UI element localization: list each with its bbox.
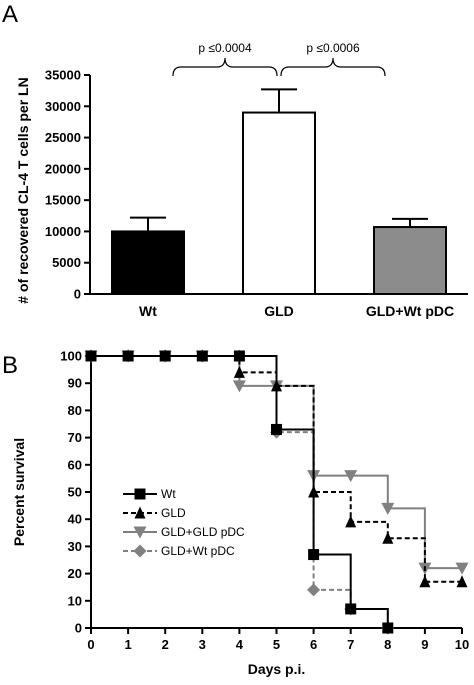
legend-label-gld-gld-pdc: GLD+GLD pDC: [161, 525, 245, 539]
legend-label-wt: Wt: [161, 487, 176, 501]
data-point-gld-gld-pdc: [455, 562, 469, 575]
bar-gld-wt-pdc: [373, 226, 447, 295]
panel-b-legend: Wt GLD GLD+GLD pDC GLD+Wt pDC: [123, 487, 245, 558]
legend-label-gld: GLD: [161, 506, 186, 520]
panel-b-x-tick-label: 3: [199, 637, 206, 652]
legend-label-gld-wt-pdc: GLD+Wt pDC: [161, 544, 235, 558]
data-point-wt: [271, 423, 282, 435]
data-point-wt: [233, 350, 245, 362]
panel-a-y-tick-label: 25000: [45, 130, 81, 145]
panel-b-x-tick-label: 6: [310, 637, 317, 652]
data-point-wt: [122, 350, 134, 362]
category-label: GLD: [264, 303, 294, 319]
data-point-gld-gld-pdc: [381, 502, 395, 515]
significance-brace: [172, 57, 278, 77]
data-point-gld-gld-pdc: [344, 470, 358, 483]
panel-b-y-tick-label: 0: [75, 621, 82, 636]
bar-wt: [111, 230, 185, 296]
panel-a-y-tick-label: 35000: [45, 68, 81, 83]
data-point-gld-wt-pdc: [307, 583, 321, 597]
panel-a-y-tick-label: 0: [74, 287, 81, 302]
panel-a-bars: Wt GLD GLD+Wt pDC: [111, 88, 454, 319]
category-label: GLD+Wt pDC: [366, 303, 454, 319]
category-label: Wt: [139, 303, 157, 319]
legend-marker-gld-gld-pdc: [133, 526, 147, 539]
panel-a-annotations: p ≤0.0004 p ≤0.0006: [172, 41, 386, 77]
panel-b-y-tick-label: 80: [68, 403, 82, 418]
data-point-wt: [85, 350, 97, 362]
data-point-wt: [196, 350, 208, 362]
legend-marker-wt: [134, 488, 146, 500]
data-point-gld: [456, 575, 468, 588]
panel-b-y-tick-label: 10: [68, 593, 82, 608]
panel-a-y-tick-label: 15000: [45, 193, 81, 208]
legend-marker-gld: [134, 506, 146, 519]
data-point-gld: [419, 575, 431, 588]
panel-a-axes: 0 5000 10000 15000 20000 25000 30000 35000: [45, 68, 468, 302]
panel-b-x-tick-label: 8: [384, 637, 391, 652]
p-value-label: p ≤0.0004: [198, 41, 252, 55]
panel-b-letter: B: [2, 352, 18, 379]
panel-a-y-tick-label: 5000: [52, 255, 81, 270]
panel-b-x-tick-label: 10: [455, 637, 469, 652]
panel-a-y-tick-label: 20000: [45, 161, 81, 176]
panel-b-y-tick-label: 50: [68, 485, 82, 500]
panel-a-y-tick-label: 30000: [45, 99, 81, 114]
panel-b-x-tick-label: 1: [124, 637, 131, 652]
panel-b-y-axis-title: Percent survival: [11, 438, 27, 546]
panel-b-axes: 0 10 20 30 40 50 60 70 80 90 100 0 1 2 3 4 5 6 7 8 9 10: [60, 349, 469, 653]
panel-b-x-tick-label: 4: [236, 637, 244, 652]
p-value-label: p ≤0.0006: [306, 41, 360, 55]
data-point-gld: [345, 515, 357, 528]
legend-marker-gld-wt-pdc: [133, 544, 147, 558]
data-point-wt: [308, 549, 320, 561]
data-point-wt: [159, 350, 171, 362]
data-point-gld-gld-pdc: [232, 380, 246, 393]
data-point-wt: [345, 603, 357, 615]
panel-b-y-tick-label: 90: [68, 376, 82, 391]
panel-b-x-tick-label: 2: [162, 637, 169, 652]
panel-b-x-axis-title: Days p.i.: [248, 661, 306, 677]
panel-b-y-tick-label: 100: [60, 349, 82, 364]
panel-b-x-tick-label: 5: [273, 637, 280, 652]
panel-b-y-tick-label: 60: [68, 457, 82, 472]
data-point-wt: [382, 622, 394, 634]
panel-b: B Percent survival Days p.i. 01020304050…: [2, 349, 469, 678]
bar-gld: [242, 111, 316, 295]
panel-b-y-tick-label: 70: [68, 430, 82, 445]
panel-a-y-tick-label: 10000: [45, 224, 81, 239]
panel-a-y-axis-title: # of recovered CL-4 T cells per LN: [15, 77, 31, 303]
data-point-gld: [382, 531, 394, 544]
panel-a: A # of recovered CL-4 T cells per LN 0 50…: [2, 1, 468, 319]
panel-a-letter: A: [2, 1, 18, 28]
panel-b-y-tick-label: 20: [68, 566, 82, 581]
panel-b-y-tick-label: 40: [68, 512, 82, 527]
panel-b-x-tick-label: 0: [87, 637, 94, 652]
panel-b-x-tick-label: 9: [421, 637, 428, 652]
significance-brace: [280, 57, 386, 77]
data-point-gld: [233, 365, 245, 378]
panel-b-x-tick-label: 7: [347, 637, 354, 652]
panel-b-y-tick-label: 30: [68, 539, 82, 554]
panel-b-series: [84, 349, 469, 635]
